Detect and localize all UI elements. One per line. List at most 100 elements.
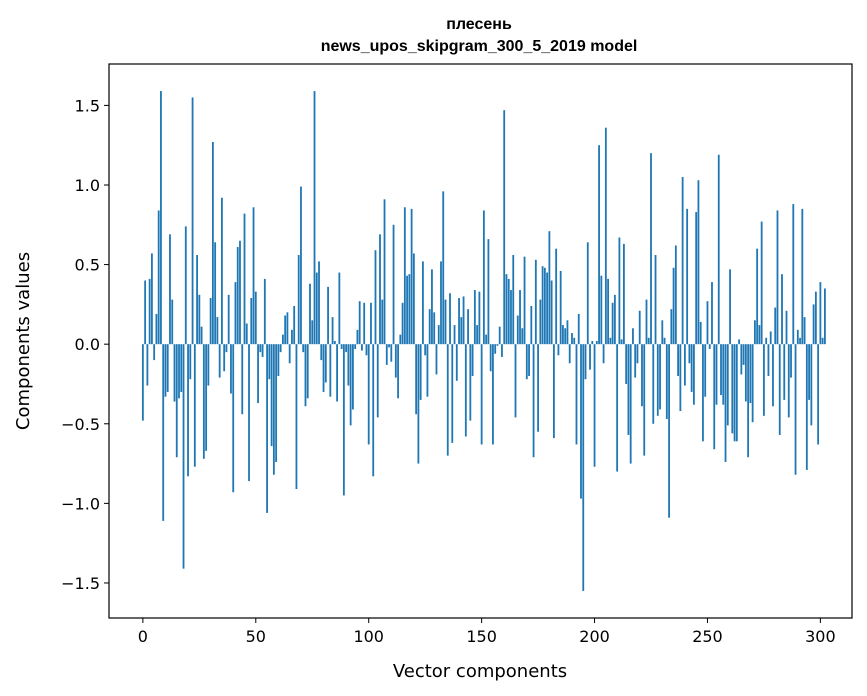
bar (681, 177, 684, 345)
bar (532, 344, 535, 458)
bar (449, 293, 451, 345)
bar (496, 344, 499, 346)
bar (286, 312, 289, 345)
bar (492, 344, 494, 445)
bar (259, 344, 262, 353)
bar (462, 296, 465, 345)
bar (187, 344, 189, 477)
bar (629, 344, 632, 464)
bar (211, 142, 214, 345)
bar (281, 334, 284, 345)
bar (388, 344, 390, 348)
bar (141, 344, 144, 421)
bar (467, 309, 469, 345)
bar (144, 280, 147, 345)
bar (751, 344, 754, 423)
bar (327, 286, 329, 345)
bar (726, 344, 729, 426)
bar (489, 344, 492, 372)
bar (464, 344, 467, 437)
bar (769, 331, 772, 345)
x-tick-label: 100 (353, 627, 384, 646)
bar (399, 334, 402, 345)
bar (706, 301, 709, 345)
bar (182, 344, 185, 569)
bar (279, 344, 282, 353)
bar (322, 344, 325, 392)
bar (169, 234, 171, 345)
bar (392, 224, 395, 345)
bar (494, 344, 497, 354)
bar (525, 344, 528, 380)
bar (593, 344, 596, 467)
bar (584, 344, 587, 380)
bar (302, 344, 305, 353)
bar (336, 344, 338, 402)
bar (663, 337, 666, 345)
bar (713, 344, 716, 450)
bar (257, 344, 259, 404)
bar (562, 325, 564, 345)
bar (227, 294, 230, 345)
bar (469, 344, 472, 421)
bar (309, 283, 311, 345)
bar (318, 261, 320, 345)
bar (372, 344, 375, 477)
bar (805, 344, 808, 470)
bar (530, 305, 533, 345)
bar (824, 288, 826, 345)
bar (410, 208, 413, 345)
bar (659, 344, 661, 410)
bar (749, 344, 752, 404)
bar (792, 204, 795, 345)
bar (686, 208, 689, 345)
bar (306, 344, 309, 399)
bar (783, 344, 786, 400)
bar (196, 255, 198, 345)
bar (295, 344, 298, 490)
bar (166, 344, 169, 392)
bar (148, 278, 151, 345)
bar (548, 231, 551, 345)
bar (776, 210, 779, 345)
bar (796, 329, 799, 345)
bar (740, 344, 743, 375)
bar (236, 247, 239, 345)
bar (541, 266, 544, 345)
bar (503, 110, 506, 345)
bar (460, 317, 463, 345)
bar (634, 344, 637, 378)
bar (498, 326, 501, 345)
bar (354, 344, 357, 349)
y-tick-label: 1.0 (75, 176, 100, 195)
bar (406, 275, 409, 345)
bar (304, 344, 307, 407)
bar (717, 154, 720, 345)
bar (331, 317, 334, 345)
bar (665, 344, 668, 419)
bar (519, 290, 521, 345)
bar (744, 344, 747, 402)
bar (501, 344, 503, 357)
bar (632, 328, 634, 345)
bar (801, 208, 804, 345)
bar (347, 344, 350, 386)
y-tick-label: −1.0 (61, 494, 100, 513)
bar (557, 344, 560, 356)
bar (193, 344, 196, 467)
bar (510, 290, 512, 345)
bar (534, 259, 537, 345)
bar (232, 344, 235, 493)
bar (458, 298, 460, 345)
bar (191, 97, 194, 345)
bar (218, 344, 221, 378)
bar (209, 298, 212, 345)
bar (338, 272, 341, 345)
bar (275, 344, 278, 462)
bar (760, 221, 763, 345)
bar (288, 344, 291, 364)
bar (702, 344, 704, 442)
bar (602, 344, 605, 364)
bar (543, 267, 546, 345)
bar (573, 337, 576, 345)
